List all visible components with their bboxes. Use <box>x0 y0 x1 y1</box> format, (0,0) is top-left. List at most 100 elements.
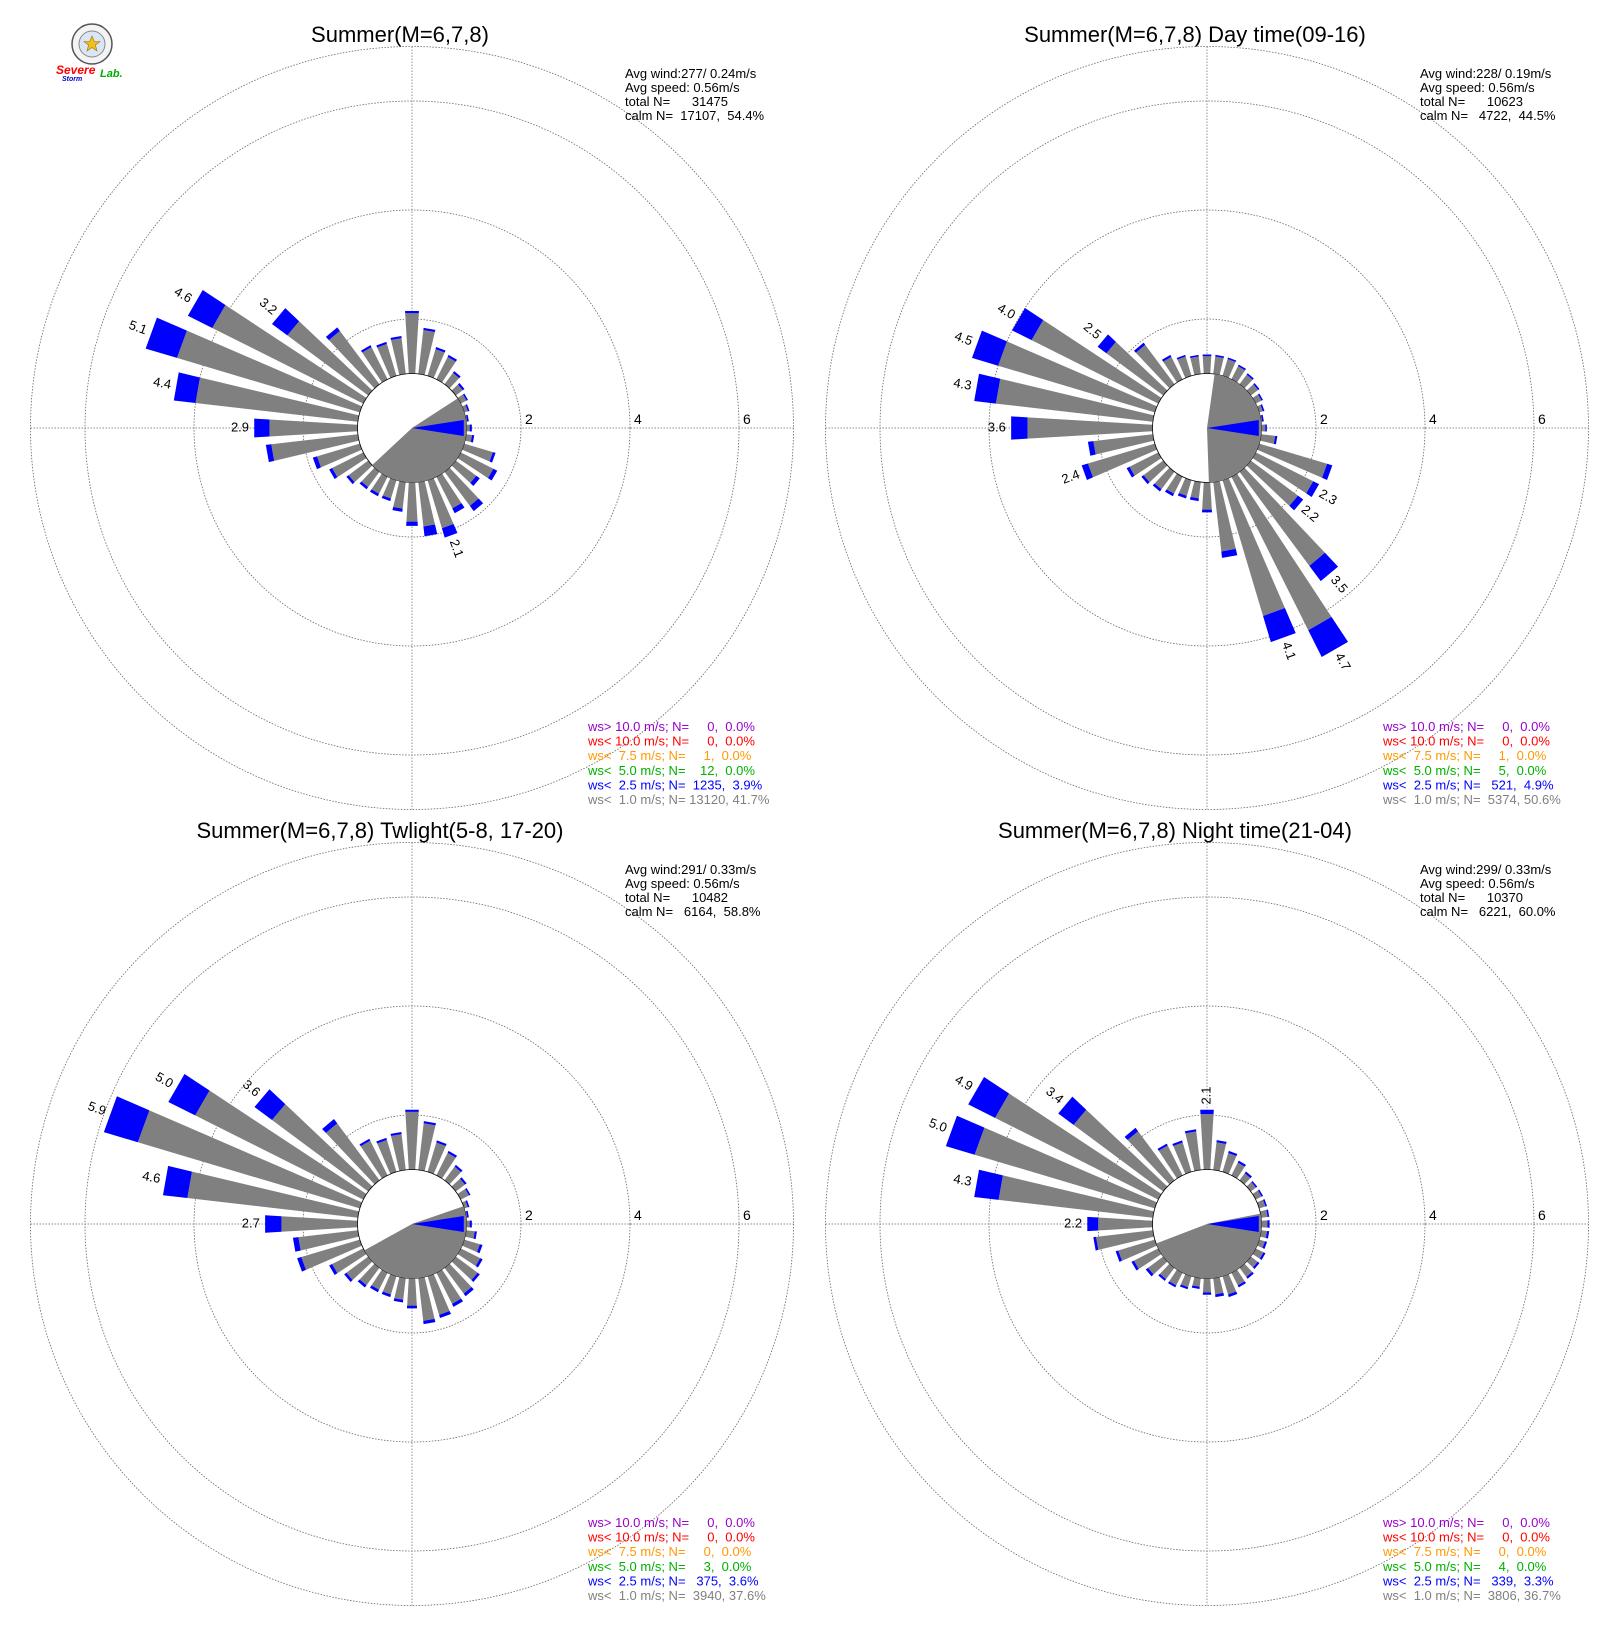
wind-bar-calm-segment <box>187 1171 359 1218</box>
panel-title: Summer(M=6,7,8) Night time(21-04) <box>998 818 1352 843</box>
wind-bar-calm-segment <box>195 377 359 422</box>
wind-bar-calm-segment <box>462 1200 468 1209</box>
legend-entry: ws< 1.0 m/s; N= 3940, 37.6% <box>587 1588 766 1603</box>
stat-avg-wind: Avg wind:228/ 0.19m/s <box>1420 66 1552 81</box>
wind-bar-blue-segment <box>1189 354 1199 359</box>
wind-bar-blue-segment <box>292 1237 301 1252</box>
logo-severe-text: Severe <box>56 63 96 77</box>
wind-bar-blue-segment <box>423 524 438 537</box>
wind-bar-calm-segment <box>1135 344 1175 389</box>
wind-bar-calm-segment <box>1257 404 1263 413</box>
wind-bar-calm-segment <box>1087 443 1157 478</box>
wind-bar-calm-segment <box>462 404 468 413</box>
wind-bar-calm-segment <box>1098 1217 1153 1231</box>
wind-bar-calm-segment <box>332 452 367 478</box>
wind-bar-blue-segment <box>473 1231 477 1240</box>
wind-bar-calm-segment <box>1222 478 1285 617</box>
wind-bar-blue-segment <box>447 354 457 362</box>
wind-bar-calm-segment <box>1252 1248 1264 1259</box>
wind-bar-blue-segment <box>344 1272 353 1283</box>
wind-bar-blue-segment <box>945 1115 985 1155</box>
wind-bar-blue-segment <box>103 1096 150 1143</box>
wind-bar-calm-segment <box>287 321 373 396</box>
radial-tick-label: 4 <box>1429 411 1437 427</box>
wind-bar-calm-segment <box>995 1093 1162 1200</box>
wind-bar-blue-segment <box>1158 1273 1167 1281</box>
wind-bar-blue-segment <box>1202 354 1212 357</box>
bar-value-label: 5.0 <box>927 1115 949 1135</box>
wind-bar-calm-segment <box>1261 424 1266 432</box>
wind-bar-calm-segment <box>444 372 460 389</box>
wind-bar-calm-segment <box>1213 1142 1227 1171</box>
wind-bar-blue-segment <box>1184 1129 1197 1134</box>
severe-storm-lab-logo: Severe Storm Lab. <box>56 23 123 83</box>
wind-bar-calm-segment <box>1260 1209 1268 1218</box>
wind-bar-calm-segment <box>1246 460 1299 506</box>
stat-total-n: total N= 10370 <box>1420 890 1523 905</box>
stat-total-n: total N= 10623 <box>1420 94 1523 109</box>
grid-ring <box>988 209 1426 647</box>
bar-value-label: 3.5 <box>1328 572 1351 595</box>
wind-bar-calm-segment <box>1231 366 1246 383</box>
wind-bar-blue-segment <box>452 1298 463 1307</box>
wind-bar-calm-segment <box>1106 341 1168 396</box>
logo-lab-text: Lab. <box>100 68 123 80</box>
wind-bar-blue-segment <box>265 444 275 463</box>
wind-bar-blue-segment <box>423 1318 436 1325</box>
wind-bar-calm-segment <box>1222 359 1236 378</box>
wind-bar-blue-segment <box>469 498 484 512</box>
legend-entry: ws< 10.0 m/s; N= 0, 0.0% <box>1382 734 1550 749</box>
wind-bar-blue-segment <box>1263 1199 1268 1207</box>
stat-avg-wind: Avg wind:277/ 0.24m/s <box>625 66 757 81</box>
legend-entry: ws> 10.0 m/s; N= 0, 0.0% <box>1382 1515 1550 1530</box>
wind-rose-panel: 2 4 6 2.1 2.9 4.4 5.1 4.6 3.2 Summer(M=6,7,8) Avg … <box>30 22 794 810</box>
wind-bar-calm-segment <box>301 1239 362 1270</box>
wind-bar-calm-segment <box>1169 1269 1183 1286</box>
wind-bar-blue-segment <box>1215 1292 1225 1298</box>
wind-bar-blue-segment <box>447 1150 457 1158</box>
radial-tick-label: 6 <box>1538 411 1546 427</box>
wind-bar-calm-segment <box>1239 1263 1253 1277</box>
wind-bar-calm-segment <box>1260 434 1276 444</box>
wind-bar-blue-segment <box>1141 475 1150 485</box>
wind-bar-blue-segment <box>1126 466 1135 478</box>
wind-bar-blue-segment <box>376 341 387 348</box>
wind-bar-blue-segment <box>1273 435 1278 445</box>
legend-entry: ws< 7.5 m/s; N= 1, 0.0% <box>1382 748 1547 763</box>
wind-bar-calm-segment <box>1133 1248 1162 1269</box>
wind-bar-blue-segment <box>322 1118 338 1133</box>
legend-entry: ws> 10.0 m/s; N= 0, 0.0% <box>587 1515 755 1530</box>
wind-bar-blue-segment <box>466 1210 469 1218</box>
wind-bar-calm-segment <box>1129 452 1162 476</box>
wind-bar-blue-segment <box>405 311 419 314</box>
wind-bar-calm-segment <box>359 1263 380 1286</box>
wind-bar-blue-segment <box>1251 1180 1258 1188</box>
wind-bar-blue-segment <box>487 468 498 481</box>
legend-entry: ws< 2.5 m/s; N= 375, 3.6% <box>587 1573 759 1588</box>
wind-bar-blue-segment <box>1257 393 1264 401</box>
bar-value-label: 2.2 <box>1299 502 1322 525</box>
wind-bar-calm-segment <box>418 330 435 375</box>
wind-bar-calm-segment <box>1073 1109 1168 1192</box>
wind-bar-calm-segment <box>418 481 435 527</box>
avg-wind-sector <box>1156 1213 1262 1279</box>
wind-bar-calm-segment <box>1200 1114 1214 1170</box>
wind-bar-blue-segment <box>346 475 355 485</box>
wind-bar-calm-segment <box>1222 1274 1237 1295</box>
wind-bar-blue-segment <box>173 372 200 403</box>
wind-bar-blue-segment <box>1201 509 1213 513</box>
legend-entry: ws> 10.0 m/s; N= 0, 0.0% <box>587 719 755 734</box>
wind-bar-calm-segment <box>1246 1256 1258 1268</box>
grid-ring <box>30 842 794 1606</box>
wind-bar-calm-segment <box>405 1111 419 1170</box>
wind-rose-panel: 2 4 6 2.32.2 3.5 4.7 4.1 2.4 3.6 4.3 4.5 4.0 2.5 Summ… <box>825 22 1589 810</box>
bar-value-label: 4.3 <box>952 375 972 393</box>
bar-value-label: 3.6 <box>988 419 1006 434</box>
wind-bar-blue-segment <box>1244 1171 1252 1179</box>
wind-bar-calm-segment <box>1185 1131 1201 1171</box>
wind-bar-calm-segment <box>1202 482 1212 510</box>
bar-value-label: 4.7 <box>1332 650 1354 673</box>
bar-value-label: 4.3 <box>952 1171 972 1189</box>
wind-bar-calm-segment <box>1192 1277 1201 1287</box>
